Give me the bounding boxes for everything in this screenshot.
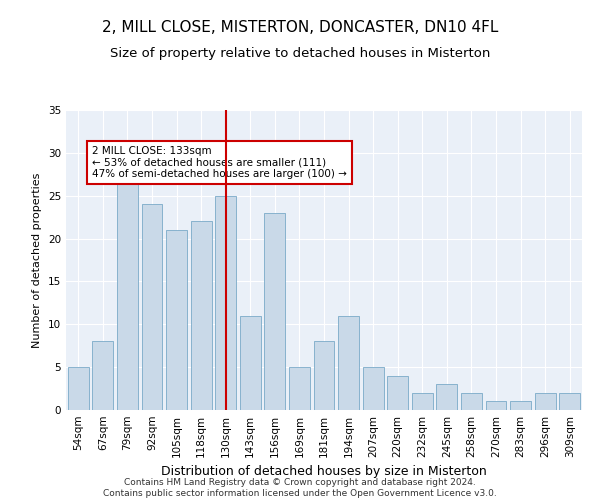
Bar	[289, 367, 310, 410]
Bar	[191, 222, 212, 410]
Text: Contains HM Land Registry data © Crown copyright and database right 2024.
Contai: Contains HM Land Registry data © Crown c…	[103, 478, 497, 498]
Bar	[387, 376, 408, 410]
Bar	[362, 367, 383, 410]
Bar	[559, 393, 580, 410]
Bar	[166, 230, 187, 410]
Bar	[412, 393, 433, 410]
Bar	[338, 316, 359, 410]
Bar	[142, 204, 163, 410]
Text: Size of property relative to detached houses in Misterton: Size of property relative to detached ho…	[110, 48, 490, 60]
Bar	[535, 393, 556, 410]
Bar	[92, 342, 113, 410]
Bar	[215, 196, 236, 410]
X-axis label: Distribution of detached houses by size in Misterton: Distribution of detached houses by size …	[161, 466, 487, 478]
Bar	[436, 384, 457, 410]
Text: 2, MILL CLOSE, MISTERTON, DONCASTER, DN10 4FL: 2, MILL CLOSE, MISTERTON, DONCASTER, DN1…	[102, 20, 498, 35]
Bar	[485, 402, 506, 410]
Bar	[314, 342, 334, 410]
Bar	[240, 316, 261, 410]
Bar	[117, 162, 138, 410]
Y-axis label: Number of detached properties: Number of detached properties	[32, 172, 43, 348]
Bar	[265, 213, 286, 410]
Bar	[461, 393, 482, 410]
Text: 2 MILL CLOSE: 133sqm
← 53% of detached houses are smaller (111)
47% of semi-deta: 2 MILL CLOSE: 133sqm ← 53% of detached h…	[92, 146, 347, 179]
Bar	[68, 367, 89, 410]
Bar	[510, 402, 531, 410]
